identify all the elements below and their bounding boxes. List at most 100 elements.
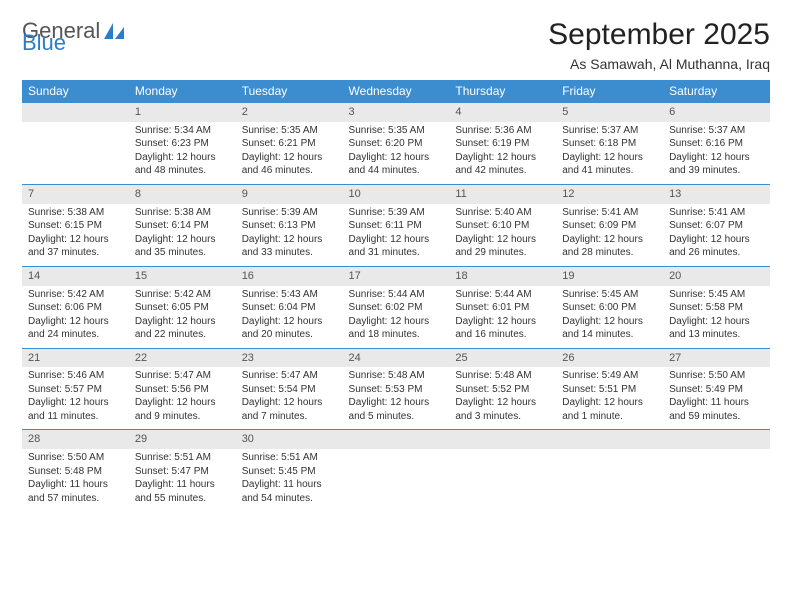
sunrise-line: Sunrise: 5:34 AM (135, 124, 230, 138)
calendar-cell: 25Sunrise: 5:48 AMSunset: 5:52 PMDayligh… (449, 348, 556, 430)
day-number: 12 (556, 184, 663, 204)
day-details: Sunrise: 5:37 AMSunset: 6:18 PMDaylight:… (556, 122, 663, 184)
day-number: 4 (449, 102, 556, 122)
day-details: Sunrise: 5:43 AMSunset: 6:04 PMDaylight:… (236, 286, 343, 348)
day-number: 29 (129, 429, 236, 449)
day-details: Sunrise: 5:47 AMSunset: 5:54 PMDaylight:… (236, 367, 343, 429)
day-details: Sunrise: 5:41 AMSunset: 6:09 PMDaylight:… (556, 204, 663, 266)
daylight-line: Daylight: 12 hours and 48 minutes. (135, 151, 230, 178)
sunrise-line: Sunrise: 5:35 AM (349, 124, 444, 138)
day-number: 21 (22, 348, 129, 368)
calendar-cell: 2Sunrise: 5:35 AMSunset: 6:21 PMDaylight… (236, 102, 343, 184)
daylight-line: Daylight: 11 hours and 59 minutes. (669, 396, 764, 423)
sunrise-line: Sunrise: 5:50 AM (28, 451, 123, 465)
daylight-line: Daylight: 12 hours and 29 minutes. (455, 233, 550, 260)
calendar-cell: 15Sunrise: 5:42 AMSunset: 6:05 PMDayligh… (129, 266, 236, 348)
day-details: Sunrise: 5:39 AMSunset: 6:11 PMDaylight:… (343, 204, 450, 266)
day-details: Sunrise: 5:40 AMSunset: 6:10 PMDaylight:… (449, 204, 556, 266)
sunrise-line: Sunrise: 5:38 AM (135, 206, 230, 220)
sunrise-line: Sunrise: 5:45 AM (669, 288, 764, 302)
sunset-line: Sunset: 5:56 PM (135, 383, 230, 397)
day-number: 25 (449, 348, 556, 368)
logo-sail-icon (104, 23, 124, 39)
daylight-line: Daylight: 12 hours and 9 minutes. (135, 396, 230, 423)
calendar-cell: 30Sunrise: 5:51 AMSunset: 5:45 PMDayligh… (236, 429, 343, 511)
sunrise-line: Sunrise: 5:43 AM (242, 288, 337, 302)
sunset-line: Sunset: 6:05 PM (135, 301, 230, 315)
day-details: Sunrise: 5:41 AMSunset: 6:07 PMDaylight:… (663, 204, 770, 266)
calendar-cell: 12Sunrise: 5:41 AMSunset: 6:09 PMDayligh… (556, 184, 663, 266)
sunset-line: Sunset: 6:00 PM (562, 301, 657, 315)
sunrise-line: Sunrise: 5:41 AM (562, 206, 657, 220)
calendar-cell (22, 102, 129, 184)
calendar-cell: 11Sunrise: 5:40 AMSunset: 6:10 PMDayligh… (449, 184, 556, 266)
daylight-line: Daylight: 12 hours and 39 minutes. (669, 151, 764, 178)
page-title: September 2025 (548, 18, 770, 52)
sunset-line: Sunset: 6:18 PM (562, 137, 657, 151)
sunset-line: Sunset: 5:45 PM (242, 465, 337, 479)
sunset-line: Sunset: 6:15 PM (28, 219, 123, 233)
day-details: Sunrise: 5:48 AMSunset: 5:53 PMDaylight:… (343, 367, 450, 429)
sunrise-line: Sunrise: 5:44 AM (455, 288, 550, 302)
sunrise-line: Sunrise: 5:37 AM (562, 124, 657, 138)
daylight-line: Daylight: 12 hours and 11 minutes. (28, 396, 123, 423)
daylight-line: Daylight: 12 hours and 16 minutes. (455, 315, 550, 342)
sunset-line: Sunset: 6:21 PM (242, 137, 337, 151)
sunrise-line: Sunrise: 5:50 AM (669, 369, 764, 383)
daylight-line: Daylight: 11 hours and 57 minutes. (28, 478, 123, 505)
sunrise-line: Sunrise: 5:45 AM (562, 288, 657, 302)
weekday-header: Saturday (663, 80, 770, 102)
sunset-line: Sunset: 6:11 PM (349, 219, 444, 233)
daylight-line: Daylight: 12 hours and 46 minutes. (242, 151, 337, 178)
calendar-cell (449, 429, 556, 511)
day-number: 17 (343, 266, 450, 286)
daylight-line: Daylight: 12 hours and 7 minutes. (242, 396, 337, 423)
day-number: 14 (22, 266, 129, 286)
calendar-cell: 27Sunrise: 5:50 AMSunset: 5:49 PMDayligh… (663, 348, 770, 430)
calendar-row: 1Sunrise: 5:34 AMSunset: 6:23 PMDaylight… (22, 102, 770, 184)
sunset-line: Sunset: 5:52 PM (455, 383, 550, 397)
day-details: Sunrise: 5:45 AMSunset: 5:58 PMDaylight:… (663, 286, 770, 348)
day-number-blank (449, 429, 556, 449)
sunset-line: Sunset: 6:23 PM (135, 137, 230, 151)
calendar-cell: 26Sunrise: 5:49 AMSunset: 5:51 PMDayligh… (556, 348, 663, 430)
weekday-header: Monday (129, 80, 236, 102)
calendar-cell: 28Sunrise: 5:50 AMSunset: 5:48 PMDayligh… (22, 429, 129, 511)
day-number-blank (22, 102, 129, 122)
day-details: Sunrise: 5:50 AMSunset: 5:48 PMDaylight:… (22, 449, 129, 511)
day-details: Sunrise: 5:48 AMSunset: 5:52 PMDaylight:… (449, 367, 556, 429)
calendar-cell: 4Sunrise: 5:36 AMSunset: 6:19 PMDaylight… (449, 102, 556, 184)
sunset-line: Sunset: 5:51 PM (562, 383, 657, 397)
sunrise-line: Sunrise: 5:41 AM (669, 206, 764, 220)
calendar-cell: 21Sunrise: 5:46 AMSunset: 5:57 PMDayligh… (22, 348, 129, 430)
day-details: Sunrise: 5:38 AMSunset: 6:15 PMDaylight:… (22, 204, 129, 266)
sunset-line: Sunset: 5:53 PM (349, 383, 444, 397)
daylight-line: Daylight: 12 hours and 13 minutes. (669, 315, 764, 342)
calendar-cell (343, 429, 450, 511)
sunset-line: Sunset: 5:58 PM (669, 301, 764, 315)
calendar-cell: 9Sunrise: 5:39 AMSunset: 6:13 PMDaylight… (236, 184, 343, 266)
calendar-cell: 1Sunrise: 5:34 AMSunset: 6:23 PMDaylight… (129, 102, 236, 184)
calendar-cell: 17Sunrise: 5:44 AMSunset: 6:02 PMDayligh… (343, 266, 450, 348)
day-number: 11 (449, 184, 556, 204)
logo: General Blue (22, 18, 124, 44)
sunrise-line: Sunrise: 5:51 AM (242, 451, 337, 465)
sunset-line: Sunset: 6:14 PM (135, 219, 230, 233)
day-number: 5 (556, 102, 663, 122)
sunrise-line: Sunrise: 5:37 AM (669, 124, 764, 138)
daylight-line: Daylight: 12 hours and 20 minutes. (242, 315, 337, 342)
day-number-blank (663, 429, 770, 449)
calendar-row: 21Sunrise: 5:46 AMSunset: 5:57 PMDayligh… (22, 348, 770, 430)
day-details: Sunrise: 5:51 AMSunset: 5:45 PMDaylight:… (236, 449, 343, 511)
daylight-line: Daylight: 12 hours and 24 minutes. (28, 315, 123, 342)
sunset-line: Sunset: 6:10 PM (455, 219, 550, 233)
day-number: 23 (236, 348, 343, 368)
day-details: Sunrise: 5:36 AMSunset: 6:19 PMDaylight:… (449, 122, 556, 184)
day-number: 27 (663, 348, 770, 368)
calendar-cell (663, 429, 770, 511)
day-number: 28 (22, 429, 129, 449)
weekday-header: Wednesday (343, 80, 450, 102)
sunrise-line: Sunrise: 5:40 AM (455, 206, 550, 220)
day-number: 15 (129, 266, 236, 286)
day-details: Sunrise: 5:42 AMSunset: 6:05 PMDaylight:… (129, 286, 236, 348)
